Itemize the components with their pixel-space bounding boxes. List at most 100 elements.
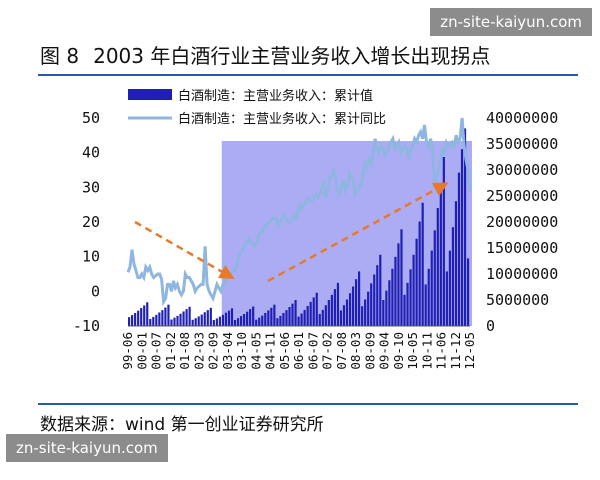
- bar: [249, 309, 252, 326]
- y-left-tick-label: 10: [82, 248, 100, 266]
- trend-arrow-up: [267, 182, 449, 283]
- bar: [197, 316, 200, 326]
- y-right-tick-label: 35000000: [486, 135, 558, 153]
- x-tick-label: 07-02: [320, 332, 335, 370]
- x-tick-label: 00-07: [149, 332, 164, 370]
- bar: [140, 308, 143, 326]
- figure-label: 图 8: [40, 44, 80, 68]
- bar: [267, 310, 270, 326]
- bar: [454, 201, 458, 326]
- y-left-tick-label: -10: [73, 317, 100, 335]
- bar: [385, 290, 388, 326]
- bar: [324, 305, 327, 326]
- y-right-tick-label: 5000000: [486, 291, 549, 309]
- x-tick-label: 07-08: [334, 332, 349, 370]
- bar: [430, 250, 433, 326]
- bar: [200, 314, 203, 326]
- chart: 50 40 30 20 10 0 -10 40000000 35000000 30000000 2…: [73, 88, 558, 370]
- y-right-tick-label: 25000000: [486, 187, 558, 205]
- bar: [236, 318, 240, 326]
- bar: [294, 300, 297, 326]
- bar: [261, 315, 264, 326]
- bar: [167, 304, 170, 326]
- y-right-tick-label: 15000000: [486, 239, 558, 257]
- x-tick-label: 06-01: [291, 332, 306, 370]
- x-tick-label: 11-12: [448, 332, 463, 370]
- bar: [158, 312, 161, 326]
- x-tick-label: 05-06: [277, 332, 292, 370]
- bar: [149, 318, 152, 326]
- x-tick-label: 12-05: [462, 332, 477, 370]
- bar: [146, 302, 149, 326]
- legend-label-line: 白酒制造：主营业务收入：累计同比: [178, 111, 386, 127]
- bar: [336, 282, 340, 326]
- x-tick-label: 08-09: [362, 332, 377, 370]
- y-left-tick-label: 20: [82, 213, 100, 231]
- x-axis: 99-06 00-01 00-07 01-02 01-08 02-03 02-09 03-04…: [120, 325, 477, 370]
- bar: [318, 314, 321, 326]
- bar: [161, 310, 164, 326]
- bar: [457, 172, 461, 326]
- bar: [348, 293, 352, 326]
- y-right-tick-label: 10000000: [486, 265, 558, 283]
- bar: [288, 307, 291, 326]
- figure-title-text: 2003 年白酒行业主营业务收入增长出现拐点: [93, 44, 491, 68]
- bar: [463, 128, 467, 326]
- bar: [391, 268, 394, 326]
- bar: [421, 202, 424, 326]
- bar: [406, 282, 409, 326]
- bar: [351, 286, 355, 326]
- bar: [333, 289, 336, 326]
- bar: [370, 283, 373, 326]
- x-tick-label: 04-11: [263, 332, 278, 370]
- x-tick-label: 99-06: [120, 332, 135, 370]
- bar: [233, 320, 237, 326]
- bar: [137, 310, 140, 326]
- bar: [400, 229, 403, 326]
- x-tick-label: 06-07: [305, 332, 320, 370]
- bar: [282, 313, 285, 326]
- bar: [131, 315, 134, 326]
- watermark-top: zn-site-kaiyun.com: [430, 8, 592, 36]
- y-right-tick-label: 40000000: [486, 109, 558, 127]
- bar: [206, 310, 209, 326]
- x-tick-label: 10-11: [419, 332, 434, 370]
- bar: [230, 308, 234, 326]
- x-tick-label: 09-10: [391, 332, 406, 370]
- bar: [418, 221, 421, 326]
- bar: [243, 314, 246, 326]
- bar: [445, 271, 448, 326]
- bar: [361, 306, 364, 326]
- x-tick-label: 09-04: [377, 332, 392, 370]
- bar: [403, 294, 406, 326]
- bar: [134, 313, 137, 326]
- bar: [128, 317, 131, 326]
- bar: [448, 250, 451, 326]
- title-rule: [38, 74, 578, 76]
- x-tick-label: 02-03: [191, 332, 206, 370]
- bar: [367, 291, 370, 326]
- bar: [460, 149, 464, 326]
- y-right-tick-label: 20000000: [486, 213, 558, 231]
- bar: [412, 254, 415, 326]
- source-rule: [38, 403, 578, 405]
- y-right-tick-label: 30000000: [486, 161, 558, 179]
- bar: [185, 309, 188, 326]
- bar: [173, 317, 176, 326]
- bar: [252, 306, 255, 326]
- bar: [321, 309, 324, 326]
- bar: [188, 306, 191, 326]
- x-tick-label: 11-06: [434, 332, 449, 370]
- x-tick-label: 10-05: [405, 332, 420, 370]
- bar: [312, 297, 315, 326]
- bar: [273, 304, 276, 326]
- bar: [276, 318, 279, 326]
- bar: [439, 183, 442, 326]
- y-left-tick-label: 30: [82, 178, 100, 196]
- bar: [212, 320, 215, 326]
- bar: [345, 299, 349, 326]
- bar: [194, 318, 197, 326]
- bar: [303, 309, 306, 326]
- bar: [397, 243, 400, 326]
- bar: [152, 316, 155, 326]
